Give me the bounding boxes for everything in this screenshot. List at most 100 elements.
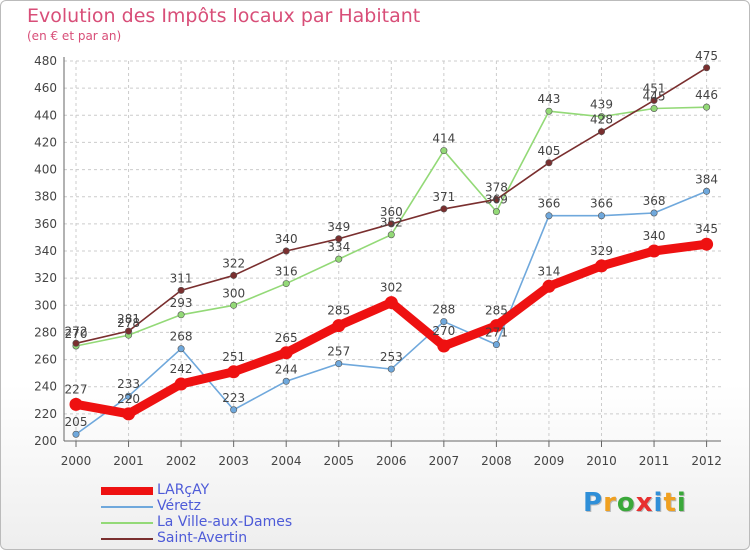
y-tick-label: 220: [34, 407, 57, 421]
y-tick-label: 240: [34, 380, 57, 394]
data-label-lar-ay: 242: [170, 362, 193, 376]
y-tick-label: 480: [34, 54, 57, 68]
axis-layer: 200 220 240 260 280 300 320 340 360 380 400 420 440 4…: [34, 54, 722, 468]
data-point-v-retz: [440, 318, 448, 326]
data-point-la-ville-aux-dames: [545, 107, 553, 115]
data-point-saint-avertin: [545, 159, 553, 167]
data-label-lar-ay: 251: [222, 350, 245, 364]
data-point-v-retz: [282, 377, 290, 385]
data-point-saint-avertin: [230, 271, 238, 279]
legend-label: Véretz: [157, 498, 202, 514]
data-label-saint-avertin: 340: [275, 232, 298, 246]
legend: LARçAY Véretz La Ville-aux-Dames Saint-Aver…: [101, 482, 331, 547]
data-label-v-retz: 257: [327, 345, 350, 359]
data-label-la-ville-aux-dames: 369: [485, 193, 508, 207]
legend-item: Saint-Avertin: [101, 530, 331, 547]
data-point-la-ville-aux-dames: [440, 147, 448, 155]
y-tick-label: 360: [34, 217, 57, 231]
data-point-lar-ay: [384, 296, 398, 310]
logo-letter: o: [616, 488, 636, 518]
data-label-saint-avertin: 281: [117, 312, 140, 326]
data-label-saint-avertin: 405: [537, 144, 560, 158]
data-point-lar-ay: [69, 397, 83, 411]
x-tick-label: 2002: [166, 454, 197, 468]
x-tick-label: 2012: [691, 454, 722, 468]
data-point-saint-avertin: [703, 64, 711, 72]
data-label-v-retz: 271: [485, 326, 508, 340]
x-tick-label: 2003: [218, 454, 249, 468]
data-label-la-ville-aux-dames: 352: [380, 216, 403, 230]
data-point-lar-ay: [227, 365, 241, 379]
y-tick-label: 300: [34, 298, 57, 312]
y-tick-label: 260: [34, 353, 57, 367]
data-point-v-retz: [650, 209, 658, 217]
data-point-lar-ay: [647, 244, 661, 258]
data-label-lar-ay: 220: [117, 392, 140, 406]
x-tick-label: 2005: [323, 454, 354, 468]
data-label-lar-ay: 329: [590, 244, 613, 258]
legend-label: La Ville-aux-Dames: [157, 514, 293, 530]
data-point-v-retz: [387, 365, 395, 373]
x-tick-label: 2001: [113, 454, 144, 468]
legend-item: LARçAY: [101, 482, 331, 499]
x-tick-label: 2004: [271, 454, 302, 468]
data-label-lar-ay: 345: [695, 222, 718, 236]
logo-letter: i: [653, 488, 664, 518]
data-point-la-ville-aux-dames: [650, 105, 658, 113]
legend-label: Saint-Avertin: [157, 530, 248, 546]
data-label-v-retz: 244: [275, 362, 298, 376]
chart-title: Evolution des Impôts locaux par Habitant: [27, 5, 421, 27]
data-label-v-retz: 384: [695, 172, 718, 186]
data-point-saint-avertin: [335, 235, 343, 243]
y-tick-label: 200: [34, 434, 57, 448]
data-point-lar-ay: [174, 377, 188, 391]
logo-letter: i: [676, 488, 687, 518]
logo-letter: P: [583, 488, 604, 518]
data-label-saint-avertin: 360: [380, 205, 403, 219]
x-tick-label: 2011: [639, 454, 670, 468]
data-label-v-retz: 288: [432, 303, 455, 317]
label-layer: 205 233 268 223 244 257 253 288 271 366 366 368 384 2…: [65, 49, 719, 429]
data-label-saint-avertin: 428: [590, 113, 613, 127]
data-label-la-ville-aux-dames: 445: [643, 90, 666, 104]
data-point-la-ville-aux-dames: [177, 311, 185, 319]
data-label-v-retz: 205: [65, 415, 88, 429]
data-label-v-retz: 366: [537, 197, 560, 211]
data-label-v-retz: 366: [590, 197, 613, 211]
data-label-la-ville-aux-dames: 443: [537, 92, 560, 106]
legend-swatch: [101, 506, 153, 508]
legend-swatch: [101, 522, 153, 524]
legend-swatch: [101, 538, 153, 540]
data-point-lar-ay: [542, 279, 556, 293]
data-label-saint-avertin: 451: [643, 81, 666, 95]
data-point-la-ville-aux-dames: [492, 208, 500, 216]
data-point-v-retz: [72, 430, 80, 438]
data-label-v-retz: 233: [117, 377, 140, 391]
data-label-lar-ay: 314: [537, 264, 560, 278]
data-label-saint-avertin: 349: [327, 220, 350, 234]
data-label-saint-avertin: 378: [485, 180, 508, 194]
logo-letter: r: [603, 488, 617, 518]
data-label-la-ville-aux-dames: 316: [275, 265, 298, 279]
data-label-v-retz: 368: [643, 194, 666, 208]
data-point-la-ville-aux-dames: [335, 255, 343, 263]
data-label-saint-avertin: 475: [695, 49, 718, 63]
data-label-lar-ay: 285: [327, 304, 350, 318]
legend-label: LARçAY: [157, 482, 210, 498]
data-point-la-ville-aux-dames: [230, 301, 238, 309]
data-point-saint-avertin: [177, 286, 185, 294]
grid-layer: [64, 60, 721, 442]
y-tick-label: 340: [34, 244, 57, 258]
data-label-lar-ay: 285: [485, 304, 508, 318]
data-point-saint-avertin: [72, 339, 80, 347]
data-point-lar-ay: [489, 319, 503, 333]
y-tick-label: 380: [34, 190, 57, 204]
data-point-la-ville-aux-dames: [387, 231, 395, 239]
data-label-la-ville-aux-dames: 439: [590, 98, 613, 112]
data-point-v-retz: [125, 392, 133, 400]
x-tick-label: 2007: [429, 454, 460, 468]
data-label-lar-ay: 227: [65, 382, 88, 396]
data-point-lar-ay: [332, 319, 346, 333]
